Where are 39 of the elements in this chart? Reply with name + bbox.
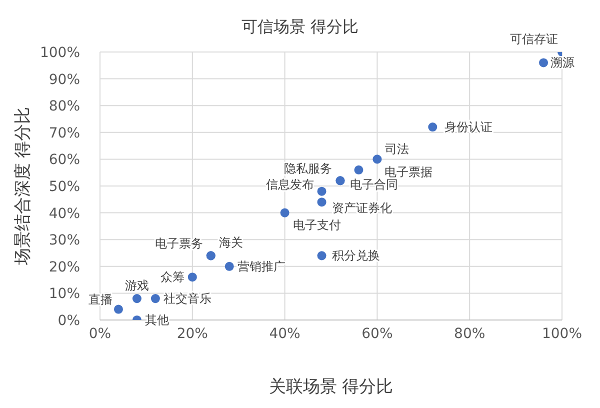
annotation: 海关 [218, 236, 243, 250]
x-tick-label: 80% [454, 326, 486, 342]
y-axis-title: 场景结合深度 得分比 [13, 106, 33, 266]
chart-title: 可信场景 得分比 [241, 17, 359, 36]
annotation: 其他 [144, 313, 169, 327]
x-tick-label: 40% [269, 326, 300, 342]
x-axis-title: 关联场景 得分比 [268, 377, 394, 397]
annotation: 身份认证 [444, 120, 493, 134]
y-tick-label: 30% [48, 232, 80, 249]
annotation: 溯源 [550, 56, 575, 70]
y-tick-label: 100% [40, 44, 80, 61]
annotation: 信息发布 [266, 177, 314, 192]
y-tick-label: 40% [48, 206, 80, 222]
annotation: 众筹 [160, 270, 184, 284]
annotation: 电子票据 [384, 164, 433, 179]
x-tick-label: 60% [362, 326, 393, 342]
annotation: 积分兑换 [332, 248, 380, 263]
annotation: 电子票务 [154, 236, 203, 251]
x-tick-label: 20% [176, 326, 208, 342]
y-tick-label: 60% [48, 152, 80, 168]
annotation: 游戏 [124, 278, 149, 293]
x-tick-label: 100% [542, 326, 582, 342]
y-tick-label: 90% [48, 72, 80, 88]
y-tick-label: 10% [48, 286, 80, 302]
annotation: 可信存证 [510, 32, 558, 46]
annotation: 电子支付 [292, 218, 341, 232]
annotation: 资产证券化 [332, 201, 392, 216]
y-tick-label: 50% [48, 178, 80, 195]
annotation: 直播 [88, 292, 112, 306]
y-tick-label: 20% [48, 259, 80, 276]
annotation: 电子合同 [350, 178, 398, 192]
annotation: 社交音乐 [163, 292, 212, 306]
annotation: 司法 [385, 142, 410, 156]
annotation: 营销推广 [237, 259, 286, 274]
x-tick-label: 0% [88, 326, 112, 342]
annotation: 隐私服务 [284, 162, 332, 176]
y-tick-label: 0% [58, 312, 80, 329]
y-tick-label: 70% [48, 125, 80, 142]
y-tick-label: 80% [48, 98, 80, 115]
